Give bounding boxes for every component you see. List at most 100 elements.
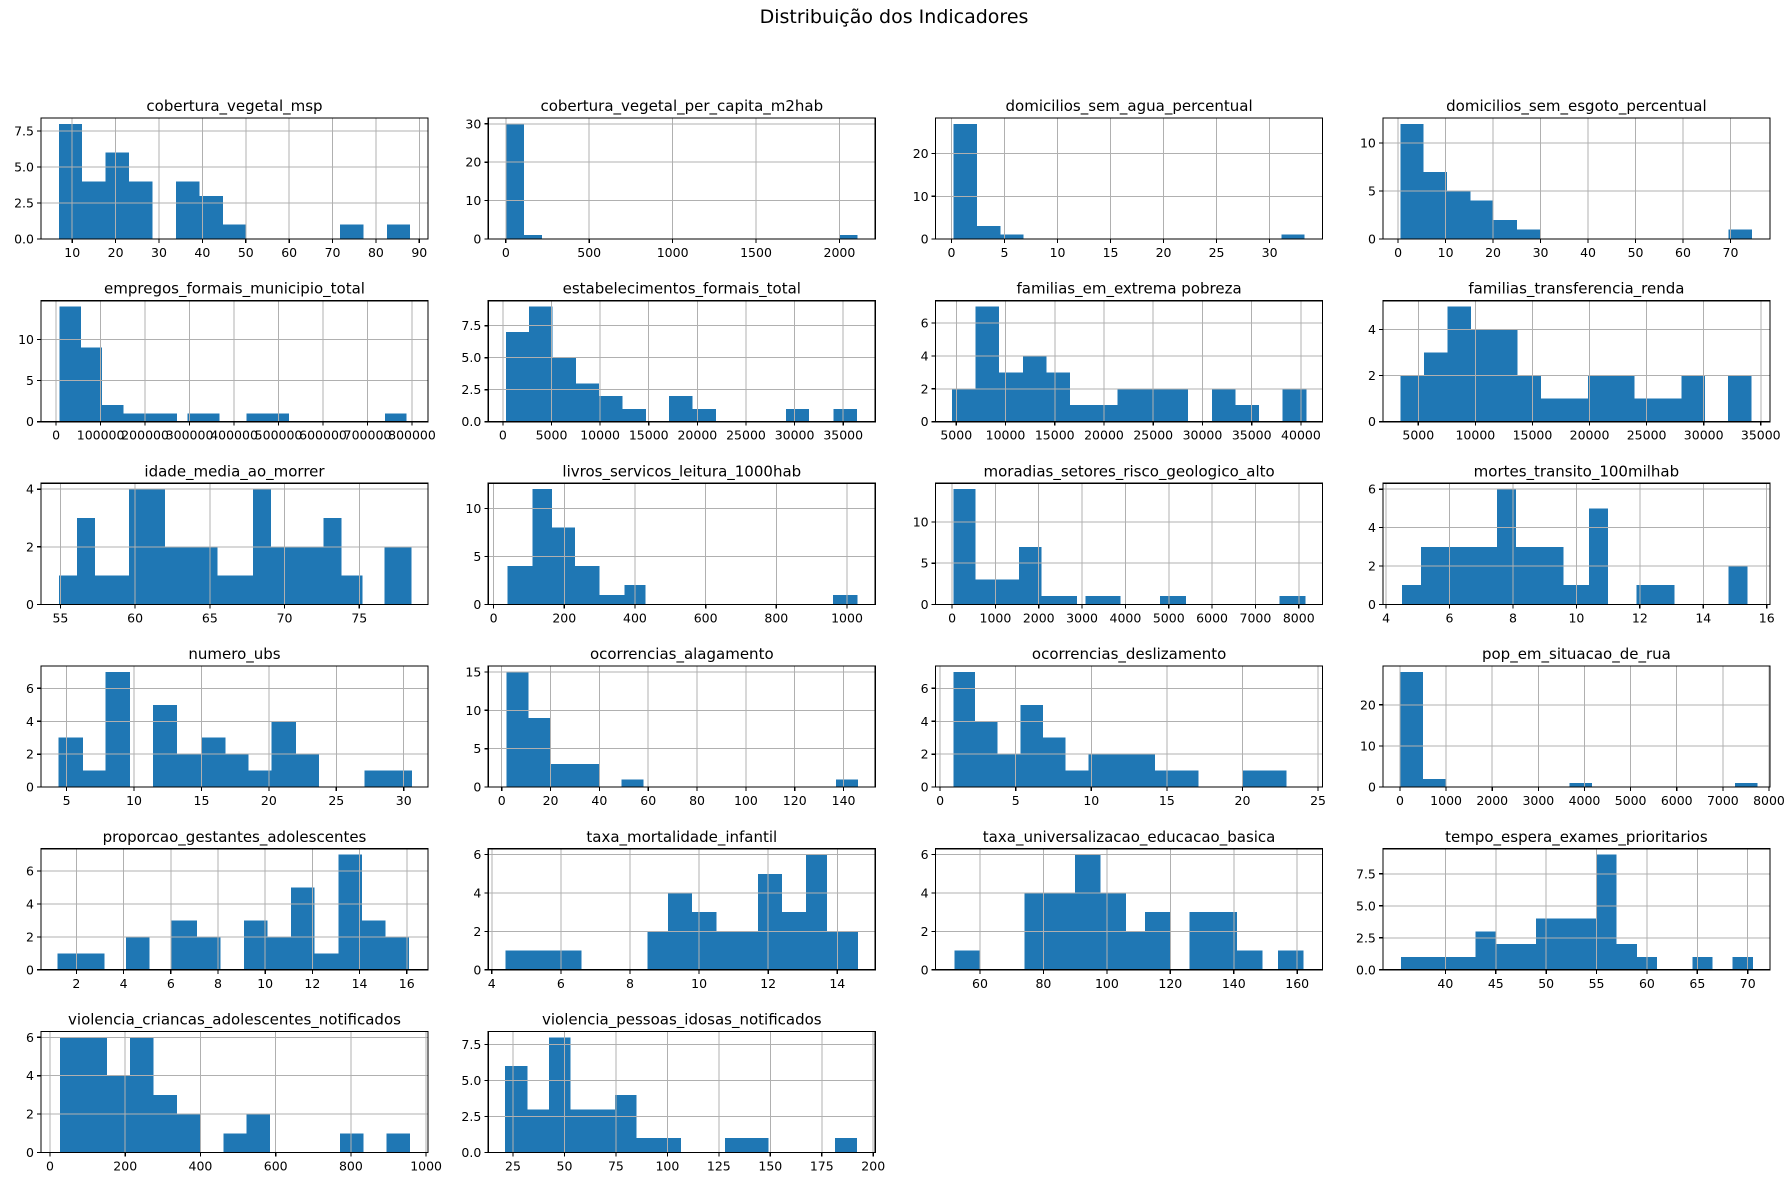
histogram-bar [826,931,859,970]
x-tick-label: 6 [167,976,175,991]
x-tick-label: 25000 [1627,428,1667,443]
x-tick-label: 5000 [1153,610,1185,625]
histogram-bar [999,372,1023,422]
histogram-bar [1242,770,1287,788]
x-tick-label: 65 [202,610,218,625]
y-tick-label: 4 [921,348,929,363]
subplot-domicilios-sem-esgoto-percentual: 0 10 20 30 40 50 60 70 0 5 10 domicilios_sem_esgoto… [1360,97,1771,260]
x-tick-label: 35000 [1232,428,1272,443]
subplot-title: proporcao_gestantes_adolescentes [103,828,367,847]
histogram-bar [223,1133,247,1153]
y-tick-label: 0 [921,962,929,977]
x-tick-label: 100000 [77,428,125,443]
y-tick-label: 10 [465,501,481,516]
histogram-bar [338,854,362,970]
x-tick-label: 300000 [166,428,214,443]
y-tick-label: 4 [921,714,929,729]
histogram-bar [102,405,124,422]
histogram-bar [1589,508,1609,605]
histogram-bar [527,1109,550,1153]
x-tick-label: 5000 [1615,793,1647,808]
histogram-bar [217,575,254,605]
x-tick-label: 60 [972,976,988,991]
x-tick-label: 125 [707,1159,731,1174]
histogram-bar [111,575,130,605]
x-tick-label: 15 [1159,793,1175,808]
y-tick-label: 2 [26,747,34,762]
x-tick-label: 0 [948,245,956,260]
y-tick-label: 0 [1368,232,1376,247]
y-tick-label: 2 [1368,558,1376,573]
y-tick-label: 0.0 [1356,962,1376,977]
y-tick-label: 6 [473,847,481,862]
histogram-bar [551,527,575,605]
y-tick-label: 7.5 [14,123,34,138]
x-tick-label: 8 [626,976,634,991]
y-tick-label: 2.5 [1356,930,1376,945]
y-tick-label: 5.0 [1356,898,1376,913]
axes-border [1382,848,1771,971]
x-tick-label: 6 [1446,610,1454,625]
y-tick-label: 6 [26,864,34,879]
x-tick-label: 10 [1083,793,1099,808]
x-tick-label: 30 [396,793,412,808]
histogram-bar [1401,957,1476,970]
histogram-bar [153,1094,177,1153]
histogram-bar [1728,229,1752,239]
y-tick-label: 5.0 [14,159,34,174]
y-tick-label: 10 [465,703,481,718]
x-tick-label: 70 [325,245,341,260]
subplot-numero-ubs: 5 10 15 20 25 30 0 2 4 6 numero_ubs [26,645,429,808]
y-tick-label: 7.5 [461,1037,481,1052]
y-tick-label: 2 [473,924,481,939]
histogram-bar [82,770,106,788]
histogram-bar [1070,405,1118,422]
axes-border [934,848,1324,971]
y-tick-label: 10 [1360,135,1376,150]
histogram-bar [384,546,412,605]
subplot-title: taxa_universalizacao_educacao_basica [983,828,1276,847]
x-tick-label: 8 [1509,610,1517,625]
x-tick-label: 10000 [986,428,1026,443]
y-tick-label: 4 [26,1068,34,1083]
subplot-moradias-setores-risco-geologico-alto: 0 1000 2000 3000 4000 5000 6000 7000 8000 0 5 10 mor… [913,462,1324,625]
histogram-bar [1400,123,1424,239]
x-tick-label: 50 [238,245,254,260]
x-tick-label: 10 [257,976,273,991]
histogram-bar [997,754,1021,788]
subplot-cobertura-vegetal-msp: 10 20 30 40 50 60 70 80 90 0.0 2.5 5.0 7.5 cobertura_… [14,97,429,260]
x-tick-label: 60 [640,793,656,808]
y-tick-label: 2 [1368,368,1376,383]
histogram-bar [528,717,551,788]
y-tick-label: 10 [465,193,481,208]
x-tick-label: 30 [1533,245,1549,260]
histogram-bar [314,953,339,970]
histogram-bar [129,181,153,239]
x-tick-label: 30000 [1183,428,1223,443]
x-tick-label: 0 [936,793,944,808]
x-tick-label: 175 [810,1159,834,1174]
histogram-bar [529,306,553,422]
x-tick-label: 600 [264,1159,288,1174]
x-tick-label: 30 [151,245,167,260]
histogram-bar [76,517,95,605]
y-tick-label: 0.0 [14,232,34,247]
subplot-familias-transferencia-renda: 5000 10000 15000 20000 25000 30000 35000 0 2 4 fam… [1368,280,1781,443]
subplot-title: mortes_transito_100milhab [1474,462,1679,481]
x-tick-label: 5000 [940,428,972,443]
histogram-bar [60,1037,107,1153]
x-tick-label: 100 [734,793,758,808]
x-tick-label: 30000 [1684,428,1724,443]
subplot-familias-em-extrema-pobreza: 5000 10000 15000 20000 25000 30000 35000 40000 0… [921,280,1324,443]
axes-border [487,300,876,423]
x-tick-label: 15000 [1035,428,1075,443]
y-tick-label: 0 [26,597,34,612]
x-tick-label: 400 [623,610,647,625]
x-tick-label: 20 [1485,245,1501,260]
histogram-bar [505,332,530,422]
x-tick-label: 50 [557,1159,573,1174]
x-tick-label: 0 [1394,245,1402,260]
y-tick-label: 4 [26,714,34,729]
y-tick-label: 5.0 [461,1073,481,1088]
histogram-bar [177,754,202,788]
